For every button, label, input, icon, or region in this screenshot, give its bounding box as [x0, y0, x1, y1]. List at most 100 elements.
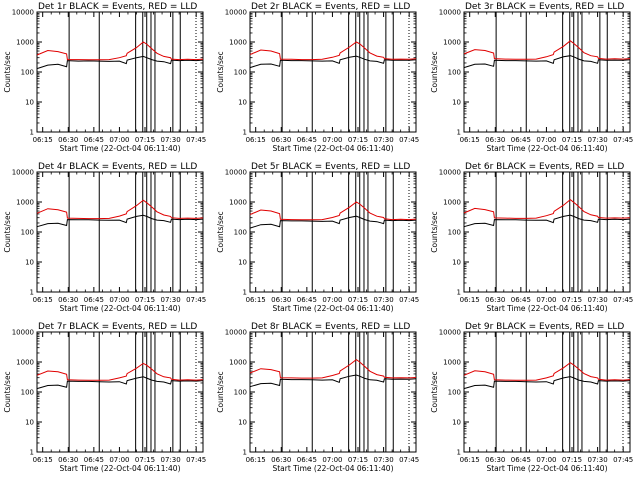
x-tick-label: 07:30: [588, 296, 608, 304]
events-series-line: [463, 376, 631, 390]
x-tick-label: 07:30: [588, 456, 608, 464]
events-series-line: [463, 214, 631, 228]
detector-panel-4: Det 4r BLACK = Events, RED = LLD 1 10 100 10…: [3, 162, 206, 313]
lld-series-line: [463, 362, 631, 381]
lld-series-line: [36, 199, 204, 220]
y-tick-label: 1: [457, 449, 461, 457]
y-tick-label: 100: [21, 389, 34, 397]
x-axis-label: Start Time (22-Oct-04 06:11:40): [272, 464, 393, 473]
lld-series-line: [463, 198, 631, 219]
lld-series-line: [463, 40, 631, 60]
y-tick-label: 1: [243, 129, 247, 137]
y-tick-label: 1000: [229, 199, 247, 207]
x-tick-label: 06:45: [84, 456, 104, 464]
y-axis-label: Counts/sec: [216, 371, 225, 412]
lld-series-line: [36, 362, 204, 381]
plot-frame: [249, 11, 417, 133]
x-tick-label: 07:15: [348, 136, 368, 144]
y-axis-label: Counts/sec: [3, 371, 12, 412]
x-tick-label: 06:15: [33, 136, 53, 144]
y-tick-label: 10: [452, 419, 461, 427]
x-tick-label: 07:45: [613, 136, 633, 144]
y-tick-label: 1000: [229, 359, 247, 367]
events-series-line: [463, 55, 631, 69]
plot-frame: [249, 331, 417, 453]
x-axis-label: Start Time (22-Oct-04 06:11:40): [272, 144, 393, 153]
y-tick-label: 1000: [16, 39, 34, 47]
x-tick-label: 07:00: [322, 296, 342, 304]
y-tick-label: 100: [448, 229, 461, 237]
x-tick-label: 07:00: [109, 136, 129, 144]
y-tick-label: 10000: [439, 329, 461, 337]
x-tick-label: 07:00: [322, 456, 342, 464]
y-axis-label: Counts/sec: [430, 211, 439, 252]
x-tick-label: 06:15: [33, 296, 53, 304]
x-tick-label: 06:30: [485, 456, 505, 464]
detector-panel-2: Det 2r BLACK = Events, RED = LLD 1 10 100 10…: [216, 2, 419, 153]
x-tick-label: 06:15: [246, 296, 266, 304]
x-tick-label: 07:00: [322, 136, 342, 144]
x-tick-label: 07:30: [161, 296, 181, 304]
panel-title: Det 8r BLACK = Events, RED = LLD: [251, 322, 410, 332]
y-tick-label: 1000: [229, 39, 247, 47]
x-tick-label: 06:15: [246, 136, 266, 144]
x-tick-label: 07:30: [161, 456, 181, 464]
x-tick-label: 07:45: [399, 456, 419, 464]
x-tick-label: 07:45: [186, 136, 206, 144]
panel-title: Det 5r BLACK = Events, RED = LLD: [251, 162, 410, 172]
x-tick-label: 06:45: [297, 136, 317, 144]
plot-frame: [36, 171, 204, 293]
y-axis-label: Counts/sec: [3, 51, 12, 92]
plot-frame: [249, 171, 417, 293]
y-tick-label: 1: [457, 129, 461, 137]
y-axis-label: Counts/sec: [430, 51, 439, 92]
x-tick-label: 06:45: [511, 296, 531, 304]
y-tick-label: 100: [234, 69, 247, 77]
panel-title: Det 7r BLACK = Events, RED = LLD: [38, 322, 197, 332]
plot-frame: [36, 331, 204, 453]
events-series-line: [249, 374, 417, 388]
x-tick-label: 07:15: [348, 296, 368, 304]
y-tick-label: 10: [452, 99, 461, 107]
detector-panel-8: Det 8r BLACK = Events, RED = LLD 1 10 100 10…: [216, 322, 419, 473]
y-axis-label: Counts/sec: [430, 371, 439, 412]
x-tick-label: 06:15: [460, 296, 480, 304]
lld-series-line: [249, 41, 417, 61]
x-tick-label: 06:30: [58, 136, 78, 144]
x-tick-label: 07:00: [536, 456, 556, 464]
x-tick-label: 06:30: [58, 296, 78, 304]
x-tick-label: 07:45: [613, 296, 633, 304]
x-tick-label: 06:30: [485, 296, 505, 304]
y-axis-label: Counts/sec: [216, 51, 225, 92]
x-tick-label: 07:00: [109, 296, 129, 304]
x-tick-label: 07:45: [399, 136, 419, 144]
y-axis-label: Counts/sec: [3, 211, 12, 252]
x-axis-label: Start Time (22-Oct-04 06:11:40): [486, 464, 607, 473]
y-tick-label: 10000: [225, 169, 247, 177]
x-tick-label: 06:45: [297, 456, 317, 464]
x-tick-label: 07:30: [374, 136, 394, 144]
lld-series-line: [249, 358, 417, 379]
y-tick-label: 10000: [225, 329, 247, 337]
x-tick-label: 07:30: [588, 136, 608, 144]
x-tick-label: 06:15: [246, 456, 266, 464]
y-tick-label: 10000: [439, 9, 461, 17]
detector-panel-6: Det 6r BLACK = Events, RED = LLD 1 10 100 10…: [430, 162, 633, 313]
x-tick-label: 06:30: [58, 456, 78, 464]
x-tick-label: 06:30: [485, 136, 505, 144]
x-tick-label: 06:15: [460, 136, 480, 144]
y-tick-label: 100: [234, 389, 247, 397]
x-tick-label: 07:15: [135, 136, 155, 144]
y-tick-label: 1: [243, 289, 247, 297]
x-tick-label: 06:30: [271, 296, 291, 304]
x-tick-label: 07:00: [109, 456, 129, 464]
y-tick-label: 1000: [443, 199, 461, 207]
panel-title: Det 3r BLACK = Events, RED = LLD: [465, 2, 624, 12]
events-series-line: [249, 215, 417, 229]
panel-title: Det 1r BLACK = Events, RED = LLD: [38, 2, 197, 12]
x-tick-label: 07:15: [562, 136, 582, 144]
x-tick-label: 07:30: [374, 296, 394, 304]
plot-frame: [463, 331, 631, 453]
y-tick-label: 10: [452, 259, 461, 267]
